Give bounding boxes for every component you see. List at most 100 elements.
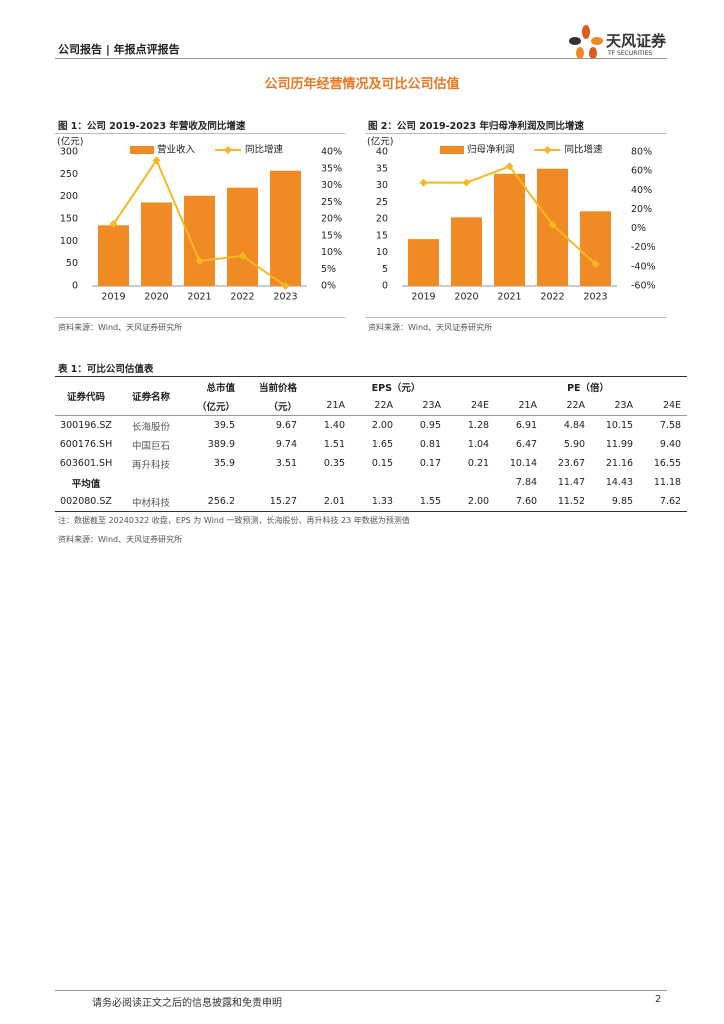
legend-label: 归母净利润 [467, 144, 515, 156]
table-cell: 23A [614, 400, 634, 411]
y-tick-label: 200 [60, 191, 78, 202]
y2-tick-label: 25% [321, 197, 342, 208]
table-cell: 7.84 [515, 477, 538, 488]
header-cell: 总市值 [206, 382, 235, 394]
y2-tick-label: -20% [631, 242, 656, 253]
table-title: 表 1：可比公司估值表 [58, 364, 154, 375]
table-cell: 24E [470, 400, 490, 411]
table-cell: 35.9 [213, 458, 235, 469]
bar [227, 187, 258, 286]
y-tick-label: 150 [60, 214, 78, 225]
table-cell: 11.47 [557, 477, 586, 488]
y-tick-label: 0 [72, 281, 78, 292]
y2-tick-label: 60% [631, 166, 652, 177]
table-cell: 2.01 [323, 496, 345, 507]
table-cell: 1.40 [323, 420, 345, 431]
y2-tick-label: 40% [631, 185, 652, 196]
y2-tick-label: 15% [321, 230, 342, 241]
table-cell: 1.04 [467, 439, 490, 450]
x-tick-label: 2019 [101, 292, 125, 303]
table-cell: 002080.SZ [60, 496, 112, 507]
header-cell: EPS（元） [371, 382, 421, 394]
logo-mark [569, 25, 603, 59]
table-cell: 7.62 [659, 496, 682, 507]
y-tick-label: 5 [382, 264, 388, 275]
y2-tick-label: 5% [321, 264, 336, 275]
table-cell: 14.43 [605, 477, 634, 488]
table: 证券代码 证券名称 总市值 当前价格 EPS（元） PE（倍） （亿元） （元） 21A 22A 2… [55, 376, 688, 512]
rule [365, 317, 667, 318]
header-cell: 证券代码 [66, 392, 105, 403]
header-row: 证券代码 证券名称 总市值 当前价格 EPS（元） PE（倍） [55, 376, 688, 403]
table-cell [241, 473, 303, 492]
x-tick-label: 2023 [583, 292, 607, 303]
legend-label: 营业收入 [157, 144, 196, 156]
y-tick-label: 40 [376, 147, 388, 158]
table-row: 603601.SH 再升科技 35.9 3.51 0.35 0.15 0.17 0.21 10.… [55, 454, 687, 473]
table-row: 600176.SH 中国巨石 389.9 9.74 1.51 1.65 0.81 1.04 6.… [55, 435, 687, 454]
point [419, 178, 428, 187]
table-row: 平均值 7.84 11.47 14.43 11.18 [55, 473, 687, 492]
table-cell: 中材科技 [131, 497, 170, 509]
table-cell: 11.52 [557, 496, 586, 507]
table-cell: 2.00 [467, 496, 490, 507]
table-cell: 21A [518, 400, 538, 411]
bar [141, 202, 172, 286]
table-cell: 0.21 [467, 458, 490, 469]
y2-tick-label: 20% [631, 204, 652, 215]
y-tick-label: 35 [376, 163, 388, 174]
point [195, 256, 204, 265]
bar [98, 225, 129, 286]
page-number: 2 [655, 994, 662, 1005]
rule [55, 317, 345, 318]
table-cell [399, 473, 447, 492]
table-cell: 1.51 [323, 439, 345, 450]
table-cell: 600176.SH [59, 439, 113, 450]
header-cell: （亿元） [196, 401, 235, 413]
table-cell: 16.55 [653, 458, 682, 469]
y2-tick-label: 30% [321, 180, 342, 191]
section-title: 公司历年经营情况及可比公司估值 [264, 77, 460, 92]
table-cell: 5.90 [563, 439, 586, 450]
y2-tick-label: 35% [321, 163, 342, 174]
unit-label: (亿元) [367, 136, 393, 148]
header-cell: 当前价格 [258, 382, 297, 394]
y-tick-label: 50 [66, 258, 78, 269]
table-note: 注：数据截至 20240322 收盘，EPS 为 Wind 一致预测，长海股份、… [58, 516, 410, 525]
point [152, 156, 161, 165]
point [109, 220, 118, 229]
table-cell: 9.74 [275, 439, 297, 450]
legend-swatch [130, 146, 154, 154]
table-cell: 7.60 [515, 496, 538, 507]
header-cell: 证券名称 [131, 392, 170, 403]
table-cell: 1.55 [419, 496, 441, 507]
y-tick-label: 300 [60, 147, 78, 158]
table-cell [351, 473, 399, 492]
chart-title: 图 2：公司 2019-2023 年归母净利润及同比增速 [368, 121, 584, 132]
table-row: 002080.SZ 中材科技 256.2 15.27 2.01 1.33 1.55 2.00 7… [55, 492, 688, 512]
y-tick-label: 15 [376, 230, 388, 241]
table-cell [123, 473, 185, 492]
chart-source: 资料来源：Wind、天风证券研究所 [58, 323, 183, 332]
table-cell: 603601.SH [59, 458, 113, 469]
legend-label: 同比增速 [565, 144, 604, 156]
table-cell: 10.14 [509, 458, 538, 469]
point [591, 259, 600, 268]
table-cell: 21A [326, 400, 345, 411]
y-tick-label: 30 [376, 180, 388, 191]
y-tick-label: 10 [376, 247, 388, 258]
table-row: 300196.SZ 长海股份 39.5 9.67 1.40 2.00 0.95 1.28 6.9… [55, 416, 687, 436]
x-tick-label: 2020 [144, 292, 168, 303]
point [505, 162, 514, 171]
bar [580, 211, 611, 286]
table-cell: 21.16 [605, 458, 634, 469]
y2-tick-label: 0% [631, 223, 646, 234]
table-cell: 11.99 [605, 439, 634, 450]
chart: (亿元) 0 5 10 15 20 25 30 35 40 -60% -40% -20% 0% 20% 40%… [367, 136, 656, 303]
table-cell: 9.40 [659, 439, 682, 450]
x-tick-label: 2020 [454, 292, 478, 303]
table-cell: 长海股份 [131, 421, 170, 433]
table-cell: 0.95 [419, 420, 441, 431]
table-cell: 9.67 [275, 420, 297, 431]
table-cell: 22A [374, 400, 393, 411]
